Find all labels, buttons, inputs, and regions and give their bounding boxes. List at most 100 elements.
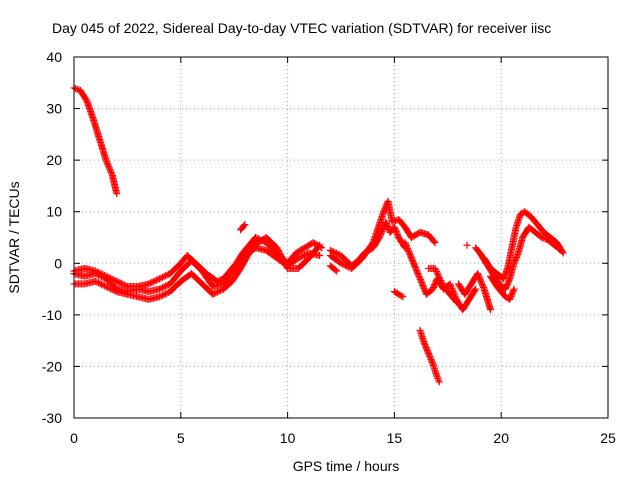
data-point: [422, 344, 430, 352]
data-point: [382, 220, 390, 228]
data-point: [163, 271, 171, 279]
data-point: [114, 278, 122, 286]
data-point: [447, 283, 455, 291]
data-point: [97, 280, 105, 288]
data-point: [434, 374, 442, 382]
data-point: [163, 281, 171, 289]
x-tick-label: 25: [600, 430, 616, 446]
data-point: [503, 282, 511, 290]
data-point: [559, 249, 567, 257]
data-point: [333, 267, 341, 275]
data-point: [119, 280, 127, 288]
data-point: [414, 270, 422, 278]
data-point: [101, 282, 109, 290]
data-point: [423, 347, 431, 355]
data-point: [99, 273, 107, 281]
data-point: [392, 226, 400, 234]
data-point: [108, 170, 116, 178]
data-point: [426, 352, 434, 360]
data-point: [388, 218, 396, 226]
data-point: [212, 289, 220, 297]
data-point: [297, 253, 305, 261]
data-point: [158, 273, 166, 281]
data-point: [425, 351, 433, 359]
data-point: [430, 237, 438, 245]
data-point: [401, 239, 409, 247]
data-point: [435, 376, 443, 384]
data-point: [107, 167, 115, 175]
data-point: [411, 262, 419, 270]
data-point: [106, 165, 114, 173]
data-point: [99, 281, 107, 289]
data-point: [501, 272, 509, 280]
chart-title: Day 045 of 2022, Sidereal Day-to-day VTE…: [52, 20, 551, 36]
data-point: [120, 281, 128, 289]
data-point: [499, 275, 507, 283]
data-point: [157, 284, 165, 292]
data-point: [506, 295, 514, 303]
data-point: [384, 222, 392, 230]
y-tick-label: -10: [42, 307, 62, 323]
data-point: [413, 267, 421, 275]
data-point: [160, 283, 168, 291]
data-point: [93, 270, 101, 278]
data-point: [472, 285, 480, 293]
data-point: [299, 252, 307, 260]
data-point: [451, 297, 459, 305]
data-point: [505, 278, 513, 286]
data-point: [511, 256, 519, 264]
data-point: [213, 288, 221, 296]
data-point: [155, 285, 163, 293]
grid: [74, 57, 608, 418]
data-point: [428, 358, 436, 366]
x-tick-label: 0: [70, 430, 78, 446]
data-point: [427, 355, 435, 363]
data-point: [117, 280, 125, 288]
data-point: [102, 282, 110, 290]
data-point: [435, 378, 443, 386]
data-point: [463, 241, 471, 249]
data-point: [331, 266, 339, 274]
data-point: [506, 294, 514, 302]
data-point: [558, 248, 566, 256]
data-point: [446, 280, 454, 288]
data-point: [413, 268, 421, 276]
data-point: [475, 273, 483, 281]
data-point: [402, 240, 410, 248]
data-point: [339, 260, 347, 268]
data-point: [476, 274, 484, 282]
data-point: [502, 284, 510, 292]
data-point: [73, 85, 81, 93]
data-point: [505, 276, 513, 284]
data-point: [332, 249, 340, 257]
data-point: [403, 243, 411, 251]
data-point: [72, 85, 80, 93]
data-point: [107, 169, 115, 177]
data-point: [410, 261, 418, 269]
x-tick-label: 5: [177, 430, 185, 446]
data-point: [151, 277, 159, 285]
data-point: [416, 275, 424, 283]
data-point: [431, 239, 439, 247]
data-point: [410, 259, 418, 267]
data-point: [216, 287, 224, 295]
data-point: [334, 250, 342, 258]
y-tick-label: 10: [46, 204, 62, 220]
data-point: [421, 286, 429, 294]
data-point: [209, 290, 217, 298]
y-axis-label: SDTVAR / TECUs: [6, 181, 22, 293]
data-point: [162, 272, 170, 280]
data-point: [104, 161, 112, 169]
data-point: [96, 272, 104, 280]
data-point: [417, 277, 425, 285]
data-point: [157, 292, 165, 300]
data-point: [508, 289, 516, 297]
data-point: [503, 266, 511, 274]
data-point: [501, 285, 509, 293]
data-point: [479, 282, 487, 290]
data-point: [408, 256, 416, 264]
data-point: [240, 222, 248, 230]
data-point: [407, 253, 415, 261]
data-point: [315, 243, 323, 251]
data-point: [316, 252, 324, 260]
